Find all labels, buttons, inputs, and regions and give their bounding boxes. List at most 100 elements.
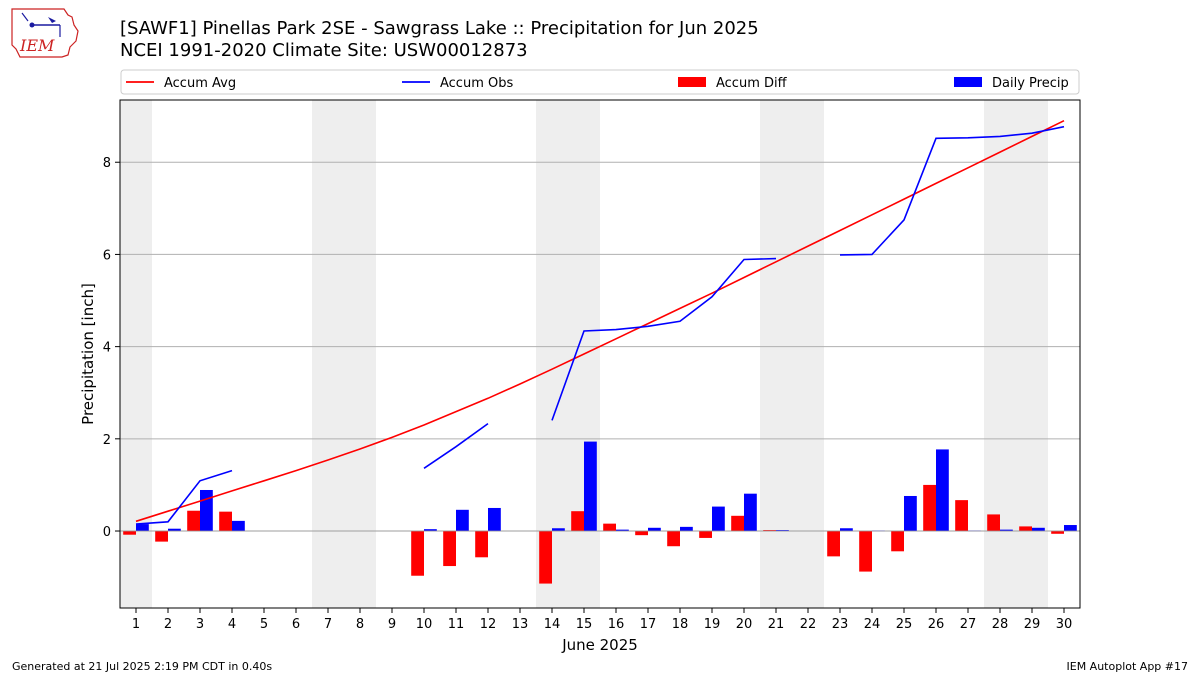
accum-diff-bar bbox=[635, 531, 648, 536]
x-tick-label: 8 bbox=[356, 617, 364, 632]
daily-precip-bar bbox=[1032, 527, 1045, 532]
accum-diff-bar bbox=[699, 531, 712, 538]
legend-label: Accum Diff bbox=[716, 76, 788, 91]
x-tick-label: 21 bbox=[768, 617, 785, 632]
y-tick-label: 0 bbox=[103, 525, 111, 540]
x-tick-label: 11 bbox=[448, 617, 465, 632]
daily-precip-bar bbox=[488, 507, 501, 532]
x-tick-label: 28 bbox=[992, 617, 1009, 632]
x-tick-label: 2 bbox=[164, 617, 172, 632]
daily-precip-bar bbox=[168, 528, 181, 532]
accum-diff-bar bbox=[891, 531, 904, 552]
chart-subtitle: NCEI 1991-2020 Climate Site: USW00012873 bbox=[120, 40, 528, 61]
x-tick-label: 18 bbox=[672, 617, 689, 632]
y-tick-label: 2 bbox=[103, 433, 111, 448]
x-tick-label: 29 bbox=[1024, 617, 1041, 632]
accum-diff-bar bbox=[827, 531, 840, 557]
x-tick-label: 26 bbox=[928, 617, 945, 632]
x-tick-label: 20 bbox=[736, 617, 753, 632]
x-tick-label: 17 bbox=[640, 617, 657, 632]
y-tick-label: 6 bbox=[103, 248, 111, 263]
daily-precip-bar bbox=[552, 528, 565, 532]
accum-diff-bar bbox=[411, 531, 424, 576]
accum-diff-bar bbox=[923, 484, 936, 532]
x-tick-label: 13 bbox=[512, 617, 529, 632]
legend-patch-swatch bbox=[678, 77, 706, 87]
weekend-shade bbox=[344, 100, 376, 608]
x-tick-label: 30 bbox=[1056, 617, 1073, 632]
x-tick-label: 22 bbox=[800, 617, 817, 632]
accum-diff-bar bbox=[987, 514, 1000, 532]
daily-precip-bar bbox=[136, 524, 149, 532]
weekend-shade bbox=[760, 100, 792, 608]
x-tick-label: 12 bbox=[480, 617, 497, 632]
x-tick-label: 10 bbox=[416, 617, 433, 632]
accum-diff-bar bbox=[763, 530, 776, 532]
accum-diff-bar bbox=[859, 531, 872, 572]
accum-obs-line bbox=[551, 257, 777, 421]
daily-precip-bar bbox=[616, 529, 629, 532]
x-tick-label: 9 bbox=[388, 617, 396, 632]
daily-precip-bar bbox=[200, 489, 213, 532]
x-tick-label: 25 bbox=[896, 617, 913, 632]
accum-obs-line bbox=[135, 469, 233, 525]
daily-precip-bar bbox=[680, 526, 693, 532]
accum-diff-bar bbox=[603, 523, 616, 532]
daily-precip-bar bbox=[456, 509, 469, 532]
chart-title: [SAWF1] Pinellas Park 2SE - Sawgrass Lak… bbox=[120, 18, 759, 39]
weekend-shade bbox=[984, 100, 1016, 608]
accum-diff-bar bbox=[539, 531, 552, 584]
accum-avg-line bbox=[135, 119, 1065, 523]
daily-precip-bar bbox=[424, 529, 437, 532]
legend-label: Daily Precip bbox=[992, 76, 1069, 91]
accum-obs-line bbox=[839, 125, 1065, 256]
accum-diff-bar bbox=[219, 511, 232, 532]
legend-label: Accum Avg bbox=[164, 76, 236, 91]
x-tick-label: 15 bbox=[576, 617, 593, 632]
x-tick-label: 4 bbox=[228, 617, 236, 632]
x-tick-label: 19 bbox=[704, 617, 721, 632]
x-tick-label: 6 bbox=[292, 617, 300, 632]
x-tick-label: 27 bbox=[960, 617, 977, 632]
app-credit: IEM Autoplot App #17 bbox=[1066, 660, 1189, 673]
daily-precip-bar bbox=[648, 527, 661, 532]
accum-diff-bar bbox=[1051, 531, 1064, 534]
legend-patch-swatch bbox=[954, 77, 982, 87]
iem-logo: IEM bbox=[11, 8, 79, 58]
generated-timestamp: Generated at 21 Jul 2025 2:19 PM CDT in … bbox=[12, 660, 273, 673]
daily-precip-bar bbox=[232, 520, 245, 532]
daily-precip-bar bbox=[744, 493, 757, 532]
x-tick-label: 23 bbox=[832, 617, 849, 632]
x-axis-label: June 2025 bbox=[561, 636, 638, 654]
legend-frame bbox=[120, 69, 1080, 95]
accum-diff-bar bbox=[475, 531, 488, 558]
accum-diff-bar bbox=[571, 511, 584, 532]
y-tick-label: 4 bbox=[103, 341, 111, 356]
x-tick-label: 1 bbox=[132, 617, 140, 632]
accum-diff-bar bbox=[123, 531, 136, 535]
daily-precip-bar bbox=[1064, 525, 1077, 532]
accum-diff-bar bbox=[955, 500, 968, 532]
accum-diff-bar bbox=[667, 531, 680, 547]
y-axis-label: Precipitation [inch] bbox=[79, 283, 97, 425]
daily-precip-bar bbox=[1000, 529, 1013, 532]
accum-diff-bar bbox=[1019, 526, 1032, 532]
accum-diff-bar bbox=[187, 510, 200, 532]
daily-precip-bar bbox=[936, 449, 949, 532]
svg-text:IEM: IEM bbox=[19, 36, 55, 55]
accum-diff-bar bbox=[443, 531, 456, 567]
legend-label: Accum Obs bbox=[440, 76, 513, 91]
x-tick-label: 16 bbox=[608, 617, 625, 632]
daily-precip-bar bbox=[840, 528, 853, 532]
x-tick-label: 7 bbox=[324, 617, 332, 632]
daily-precip-bar bbox=[712, 506, 725, 532]
legend: Accum Avg Accum Obs Accum Diff Daily Precip bbox=[120, 69, 1080, 95]
y-tick-label: 8 bbox=[103, 156, 111, 171]
accum-diff-bar bbox=[155, 531, 168, 542]
weekend-shade bbox=[536, 100, 568, 608]
accum-diff-bar bbox=[731, 515, 744, 532]
accum-obs-line bbox=[423, 422, 489, 469]
daily-precip-bar bbox=[776, 530, 789, 532]
x-tick-label: 14 bbox=[544, 617, 561, 632]
